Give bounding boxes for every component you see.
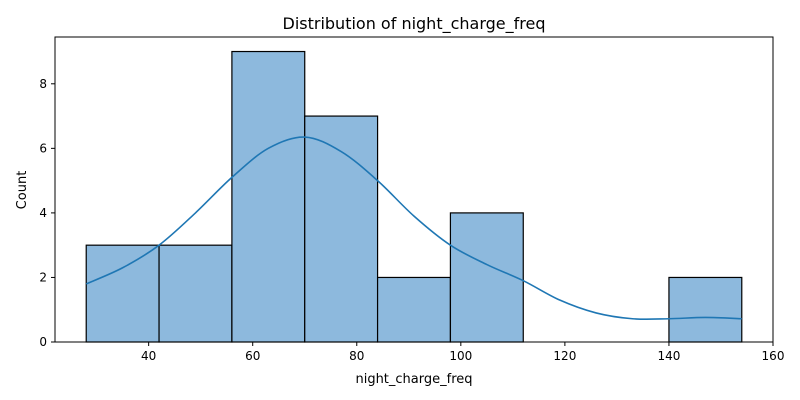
histogram-bar [85, 244, 160, 343]
y-tick-label: 6 [39, 141, 47, 155]
x-tick-label: 160 [762, 349, 785, 363]
chart-title: Distribution of night_charge_freq [283, 14, 546, 34]
y-tick-label: 0 [39, 335, 47, 349]
x-tick-label: 140 [657, 349, 680, 363]
histogram-bar [668, 276, 743, 343]
histogram-bar [231, 50, 306, 343]
y-axis-label: Count [15, 171, 30, 210]
x-tick-label: 80 [349, 349, 364, 363]
bars-group [85, 50, 743, 343]
y-tick-label: 8 [39, 77, 47, 91]
x-axis-label: night_charge_freq [355, 372, 472, 387]
y-tick-label: 4 [39, 206, 47, 220]
x-tick-label: 60 [245, 349, 260, 363]
histogram-bar [449, 212, 524, 343]
histogram-bar [304, 115, 379, 343]
histogram-bar [376, 276, 452, 343]
axes-group: 40 60 80 100 120 140 160 0 2 4 6 8 [39, 36, 785, 363]
x-tick-label: 40 [141, 349, 156, 363]
kde-line [85, 136, 742, 321]
histogram-bar [158, 244, 233, 343]
plot-frame [54, 36, 774, 343]
y-tick-label: 2 [39, 270, 47, 284]
x-tick-label: 120 [553, 349, 576, 363]
x-tick-label: 100 [449, 349, 472, 363]
kde-group [85, 136, 742, 321]
